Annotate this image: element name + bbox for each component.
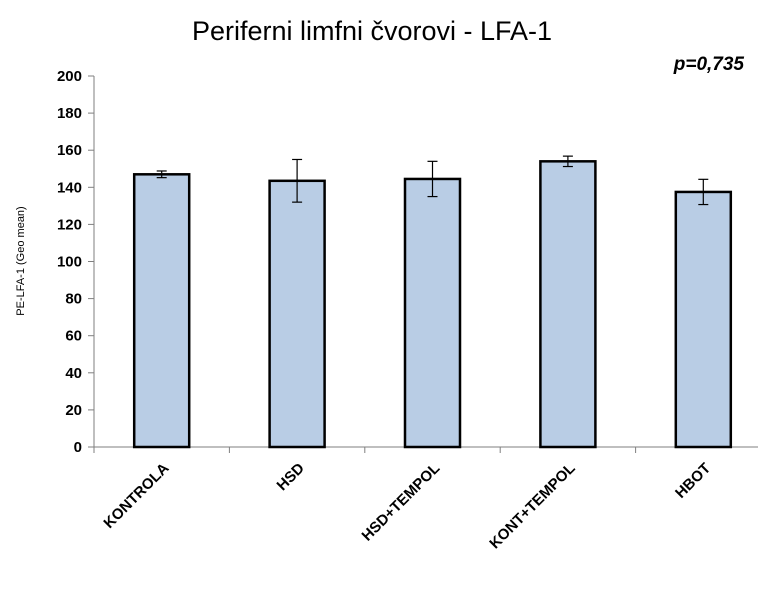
bar [268,179,326,449]
x-tick-label: HSD [274,460,309,495]
bar [403,177,462,449]
x-tick-label: HSD+TEMPOL [359,460,444,545]
y-tick-label: 160 [57,142,82,159]
y-tick-label: 180 [57,105,82,122]
chart-title: Periferni limfni čvorovi - LFA-1 [192,16,552,46]
y-tick-label: 0 [74,439,82,456]
y-tick-label: 80 [65,291,82,308]
x-tick-label: HBOT [672,460,714,502]
bar [674,190,733,449]
y-tick-label: 60 [65,328,82,345]
bar [132,173,191,449]
y-tick-label: 200 [57,68,82,85]
x-tick-label: KONTROLA [100,460,172,532]
x-tick-label: KONT+TEMPOL [486,460,578,552]
y-tick-label: 100 [57,254,82,271]
y-tick-label: 140 [57,179,82,196]
plot-area: 0 20 40 60 80 100 120 140 160 180 200 KONTROLA HSD HS… [57,68,758,552]
p-value-annotation: p=0,735 [673,54,745,75]
bar [539,160,597,449]
y-tick-label: 120 [57,216,82,233]
y-tick-label: 20 [65,402,82,419]
y-tick-label: 40 [65,365,82,382]
y-axis-label: PE-LFA-1 (Geo mean) [15,206,27,315]
